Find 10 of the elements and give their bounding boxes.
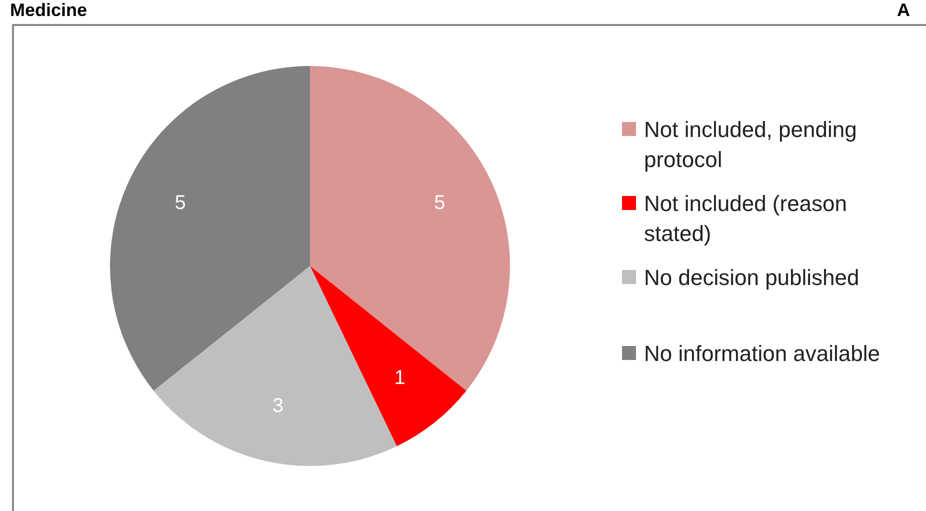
data-label: 5 xyxy=(434,192,446,214)
chart-title: Medicine xyxy=(10,0,88,21)
legend-label: Not included, pending protocol xyxy=(644,116,858,174)
legend-label: No information available xyxy=(644,340,880,368)
data-label: 1 xyxy=(394,367,406,390)
legend-label: No decision published xyxy=(644,264,860,292)
text: A xyxy=(897,0,910,21)
data-label: 5 xyxy=(174,192,186,214)
legend-label: Not included (reason stated) xyxy=(644,190,848,248)
data-label: 3 xyxy=(272,394,284,417)
